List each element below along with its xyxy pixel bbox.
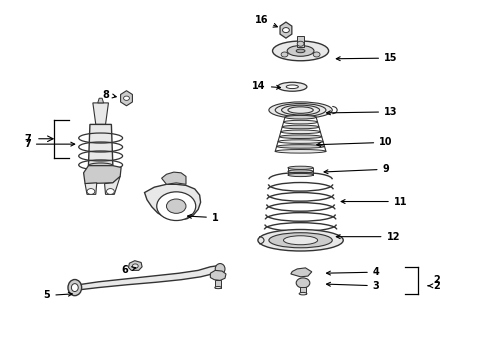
Circle shape	[123, 96, 129, 100]
Text: 7: 7	[24, 134, 31, 144]
Text: 14: 14	[252, 81, 280, 91]
Ellipse shape	[296, 49, 305, 53]
Text: 9: 9	[324, 164, 388, 174]
Text: 4: 4	[326, 267, 379, 277]
Ellipse shape	[214, 287, 221, 289]
Ellipse shape	[268, 233, 331, 248]
Text: 12: 12	[336, 232, 399, 242]
Polygon shape	[121, 91, 132, 106]
Ellipse shape	[287, 174, 313, 177]
Ellipse shape	[71, 284, 78, 292]
Circle shape	[282, 28, 289, 33]
Text: 3: 3	[326, 281, 379, 291]
Circle shape	[313, 52, 319, 57]
Ellipse shape	[287, 166, 313, 170]
Ellipse shape	[285, 85, 298, 89]
Ellipse shape	[277, 82, 306, 91]
Ellipse shape	[285, 116, 316, 119]
Text: 5: 5	[43, 291, 72, 301]
Polygon shape	[88, 125, 113, 166]
Circle shape	[132, 264, 138, 268]
Circle shape	[166, 199, 185, 213]
Polygon shape	[73, 265, 222, 291]
Ellipse shape	[286, 45, 313, 56]
Ellipse shape	[299, 292, 306, 295]
Polygon shape	[104, 176, 120, 194]
Polygon shape	[93, 103, 108, 125]
Polygon shape	[210, 270, 225, 280]
Ellipse shape	[278, 140, 323, 143]
Polygon shape	[85, 183, 97, 194]
Polygon shape	[280, 22, 291, 38]
Text: 7: 7	[24, 139, 75, 149]
Polygon shape	[128, 261, 142, 270]
Ellipse shape	[283, 236, 317, 245]
Text: 6: 6	[122, 265, 136, 275]
Ellipse shape	[283, 120, 317, 124]
FancyBboxPatch shape	[215, 280, 221, 288]
Polygon shape	[83, 166, 121, 184]
Ellipse shape	[279, 135, 321, 139]
Ellipse shape	[268, 102, 331, 118]
Text: 8: 8	[102, 90, 116, 100]
Ellipse shape	[257, 229, 343, 251]
Ellipse shape	[88, 163, 113, 168]
Text: 2: 2	[427, 281, 440, 291]
Ellipse shape	[272, 41, 328, 61]
Text: 11: 11	[341, 197, 407, 207]
Polygon shape	[161, 172, 185, 184]
Ellipse shape	[287, 170, 313, 173]
Text: 1: 1	[187, 213, 218, 222]
Ellipse shape	[282, 125, 318, 129]
Circle shape	[297, 41, 304, 46]
Text: 16: 16	[254, 15, 277, 27]
Polygon shape	[144, 184, 200, 220]
Ellipse shape	[68, 279, 81, 296]
Ellipse shape	[215, 264, 224, 274]
FancyBboxPatch shape	[296, 36, 304, 46]
Text: 10: 10	[316, 138, 392, 147]
Text: 13: 13	[326, 107, 397, 117]
Circle shape	[281, 52, 287, 57]
Circle shape	[296, 278, 309, 288]
Ellipse shape	[280, 130, 320, 134]
Polygon shape	[290, 268, 311, 277]
Text: 15: 15	[336, 53, 397, 63]
Circle shape	[157, 192, 195, 221]
Ellipse shape	[276, 145, 324, 148]
Circle shape	[106, 189, 114, 194]
Circle shape	[87, 189, 95, 194]
FancyBboxPatch shape	[299, 287, 306, 294]
Text: 2: 2	[433, 275, 440, 285]
Polygon shape	[98, 98, 103, 103]
Ellipse shape	[275, 149, 325, 153]
